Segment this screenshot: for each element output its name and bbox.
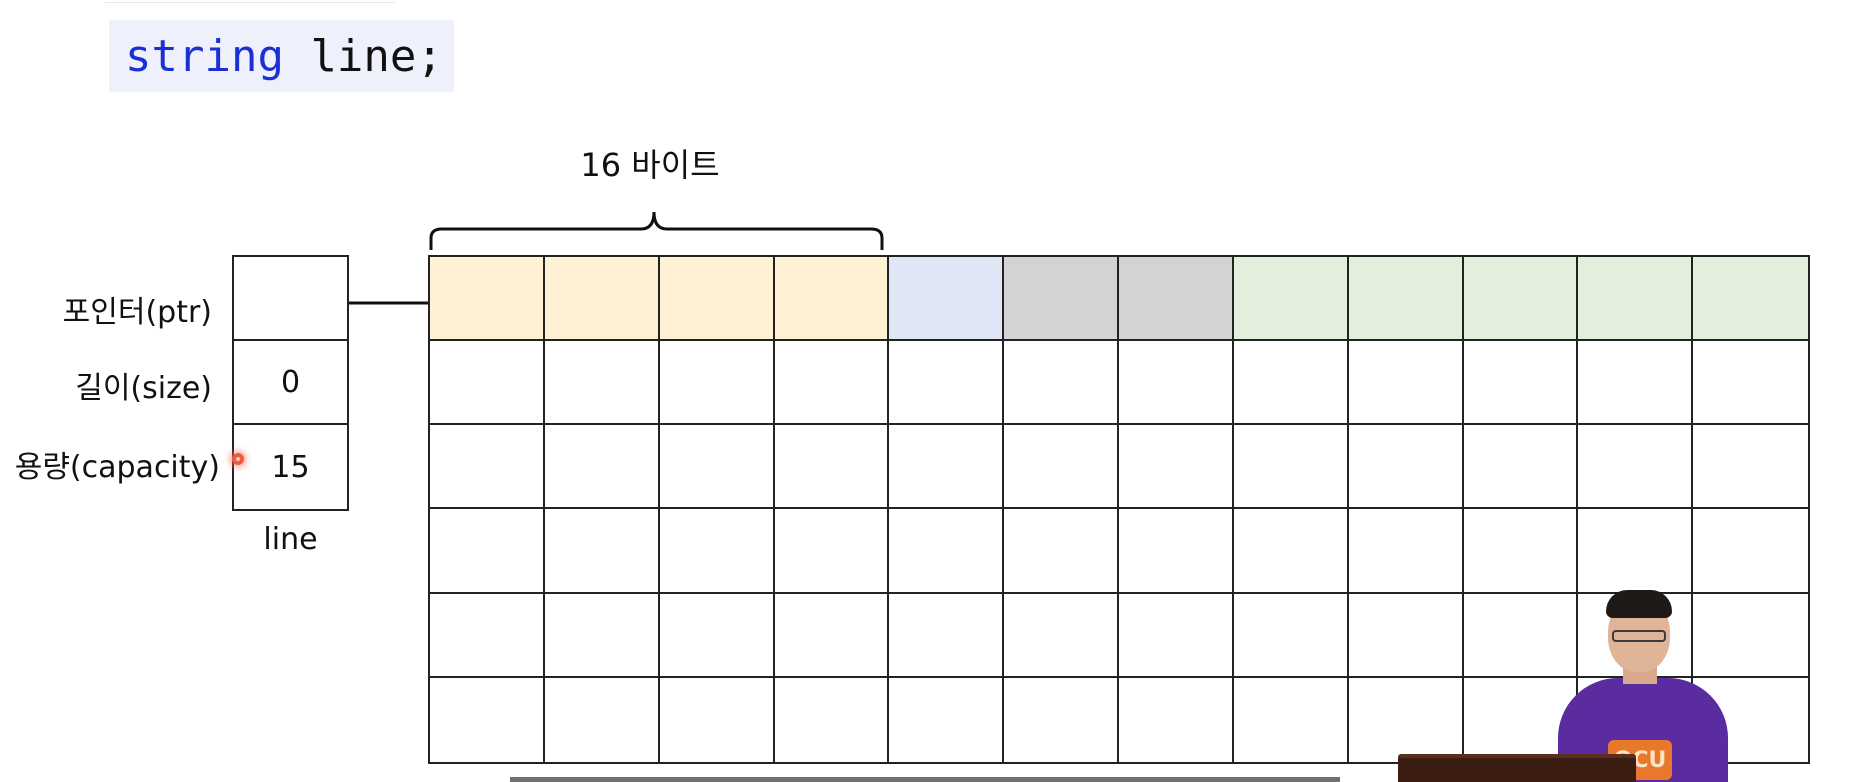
memory-cell bbox=[1348, 257, 1464, 342]
memory-cell bbox=[1348, 593, 1464, 678]
memory-cell bbox=[1463, 341, 1579, 426]
memory-cell bbox=[1004, 593, 1119, 678]
memory-cell bbox=[1004, 509, 1119, 594]
memory-cell bbox=[430, 425, 545, 510]
field-label-capacity: 용량(capacity) bbox=[14, 450, 220, 485]
memory-cell bbox=[659, 677, 775, 762]
memory-cell bbox=[659, 593, 775, 678]
memory-cell bbox=[659, 341, 775, 426]
memory-cell bbox=[889, 257, 1005, 342]
memory-cell bbox=[1578, 341, 1694, 426]
memory-cell bbox=[1119, 341, 1234, 426]
memory-cell bbox=[889, 593, 1005, 678]
code-keyword: string bbox=[125, 30, 284, 82]
memory-cell bbox=[1233, 509, 1349, 594]
memory-cell bbox=[1348, 677, 1464, 762]
memory-cell bbox=[544, 425, 660, 510]
brace bbox=[429, 211, 884, 250]
memory-cell bbox=[1463, 425, 1579, 510]
memory-cell bbox=[1578, 257, 1694, 342]
memory-cell bbox=[1004, 425, 1119, 510]
brace-label: 16 바이트 bbox=[580, 146, 720, 184]
memory-cell bbox=[774, 677, 890, 762]
string-object-box: 0 15 bbox=[232, 255, 349, 511]
laser-pointer-icon bbox=[232, 453, 244, 465]
memory-cell bbox=[1119, 593, 1234, 678]
memory-cell bbox=[1463, 593, 1579, 678]
memory-cell bbox=[1693, 509, 1808, 594]
memory-cell bbox=[1693, 425, 1808, 510]
presenter-hair bbox=[1606, 590, 1672, 618]
field-label-ptr: 포인터(ptr) bbox=[62, 295, 212, 330]
size-cell: 0 bbox=[234, 341, 347, 425]
memory-cell bbox=[430, 341, 545, 426]
memory-cell bbox=[1463, 257, 1579, 342]
memory-cell bbox=[659, 257, 775, 342]
memory-cell bbox=[1348, 509, 1464, 594]
variable-name: line bbox=[263, 522, 318, 557]
memory-cell bbox=[430, 509, 545, 594]
memory-cell bbox=[889, 341, 1005, 426]
memory-cell bbox=[1693, 593, 1808, 678]
memory-cell bbox=[430, 257, 545, 342]
memory-cell bbox=[1233, 257, 1349, 342]
memory-cell bbox=[1004, 341, 1119, 426]
memory-cell bbox=[774, 509, 890, 594]
podium bbox=[1398, 754, 1636, 782]
memory-cell bbox=[1463, 509, 1579, 594]
memory-cell bbox=[774, 341, 890, 426]
memory-cell bbox=[1119, 257, 1234, 342]
memory-cell bbox=[774, 425, 890, 510]
memory-cell bbox=[1119, 509, 1234, 594]
memory-cell bbox=[1233, 425, 1349, 510]
memory-cell bbox=[544, 341, 660, 426]
memory-grid bbox=[428, 255, 1810, 764]
memory-cell bbox=[889, 509, 1005, 594]
video-progress-bar[interactable] bbox=[510, 777, 1340, 782]
capacity-cell: 15 bbox=[271, 449, 310, 485]
memory-cell bbox=[774, 593, 890, 678]
memory-cell bbox=[1348, 425, 1464, 510]
memory-cell bbox=[1004, 257, 1119, 342]
memory-cell bbox=[1693, 341, 1808, 426]
memory-cell bbox=[1578, 509, 1694, 594]
memory-cell bbox=[1233, 593, 1349, 678]
memory-cell bbox=[889, 677, 1005, 762]
memory-cell bbox=[774, 257, 890, 342]
memory-cell bbox=[889, 425, 1005, 510]
field-label-size: 길이(size) bbox=[75, 371, 212, 406]
memory-cell bbox=[1119, 677, 1234, 762]
glasses-icon bbox=[1612, 630, 1666, 642]
memory-cell bbox=[544, 593, 660, 678]
memory-cell bbox=[659, 425, 775, 510]
memory-cell bbox=[544, 257, 660, 342]
memory-cell bbox=[1693, 257, 1808, 342]
cropped-previous-line bbox=[105, 0, 395, 3]
memory-cell bbox=[1119, 425, 1234, 510]
presenter-video: OCU bbox=[1398, 590, 1728, 782]
code-declaration: line; bbox=[283, 30, 443, 82]
memory-cell bbox=[1348, 341, 1464, 426]
memory-cell bbox=[1233, 677, 1349, 762]
memory-cell bbox=[430, 593, 545, 678]
memory-cell bbox=[659, 509, 775, 594]
ptr-cell bbox=[234, 257, 347, 341]
code-snippet: string line; bbox=[109, 20, 454, 92]
memory-cell bbox=[544, 509, 660, 594]
memory-cell bbox=[544, 677, 660, 762]
memory-cell bbox=[1233, 341, 1349, 426]
memory-cell bbox=[430, 677, 545, 762]
memory-cell bbox=[1578, 425, 1694, 510]
memory-cell bbox=[1004, 677, 1119, 762]
